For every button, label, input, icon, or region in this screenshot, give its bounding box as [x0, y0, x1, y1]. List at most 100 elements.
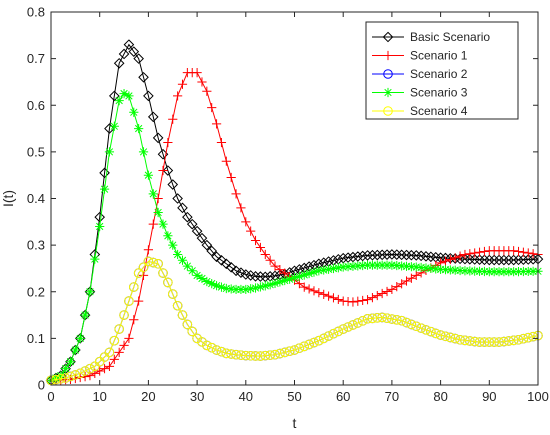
- series-marker: [123, 39, 135, 50]
- series-marker: [440, 265, 451, 275]
- series-marker: [70, 370, 81, 380]
- series-marker: [216, 137, 227, 148]
- series-marker: [314, 266, 324, 276]
- series-marker: [172, 193, 183, 204]
- series-marker: [187, 326, 198, 337]
- series-marker: [299, 341, 310, 352]
- x-axis-label: t: [293, 415, 297, 431]
- series-marker: [250, 283, 261, 293]
- series-marker: [289, 345, 300, 355]
- series-marker: [528, 266, 538, 276]
- series-marker: [397, 261, 407, 271]
- series-marker: [275, 265, 285, 275]
- series-marker: [241, 350, 251, 361]
- series-marker: [211, 251, 222, 263]
- series-marker: [455, 334, 465, 345]
- series-marker: [319, 289, 329, 299]
- series-marker: [460, 335, 470, 346]
- series-marker: [104, 361, 115, 371]
- y-tick-label: 0.5: [27, 144, 45, 159]
- y-axis-label: I(t): [0, 190, 16, 207]
- series-marker: [56, 371, 66, 381]
- legend-label: Scenario 2: [410, 67, 468, 81]
- series-marker: [445, 332, 456, 343]
- series-marker: [182, 261, 192, 271]
- series-marker: [104, 347, 115, 358]
- legend-marker: [383, 106, 393, 116]
- series-marker: [304, 339, 314, 350]
- legend-entry: Scenario 2: [372, 67, 468, 81]
- series-marker: [352, 251, 364, 262]
- series-marker: [128, 46, 140, 57]
- series-marker: [182, 319, 193, 330]
- series-marker: [294, 271, 304, 281]
- series-marker: [192, 333, 202, 344]
- series-marker: [250, 351, 261, 361]
- series-marker: [113, 57, 125, 69]
- series-marker: [488, 254, 500, 266]
- series-marker: [333, 294, 343, 305]
- series-marker: [498, 254, 510, 266]
- legend-entry: Scenario 1: [372, 49, 468, 63]
- series-marker: [465, 249, 475, 259]
- series-marker: [367, 260, 378, 270]
- series-marker: [245, 350, 256, 361]
- series-marker: [420, 251, 432, 262]
- series-marker: [246, 284, 256, 294]
- series-marker: [80, 366, 90, 376]
- series-marker: [221, 258, 232, 270]
- series-marker: [323, 331, 334, 341]
- series-marker: [450, 253, 460, 263]
- series-marker: [474, 266, 485, 276]
- series-marker: [479, 254, 490, 266]
- series-marker: [425, 251, 437, 263]
- x-tick-label: 20: [141, 389, 155, 404]
- series-marker: [241, 284, 251, 295]
- series-marker: [192, 270, 202, 281]
- series-marker: [436, 264, 446, 274]
- series-marker: [372, 313, 383, 323]
- legend-label: Scenario 3: [410, 86, 468, 100]
- series-marker: [216, 254, 227, 266]
- series-marker: [99, 184, 110, 194]
- series-marker: [182, 211, 193, 223]
- series-marker: [173, 91, 183, 101]
- series-marker: [99, 364, 110, 374]
- series-marker: [470, 248, 480, 258]
- y-tick-label: 0.2: [27, 284, 45, 299]
- series-marker: [362, 295, 373, 305]
- series-marker: [114, 95, 124, 106]
- series-marker: [299, 282, 309, 292]
- series-marker: [371, 249, 383, 261]
- series-marker: [197, 273, 207, 284]
- series-marker: [386, 249, 398, 260]
- series-marker: [362, 313, 373, 324]
- series-marker: [236, 203, 246, 213]
- series-marker: [450, 265, 460, 275]
- series-marker: [431, 264, 441, 274]
- x-tick-label: 0: [47, 389, 54, 404]
- series-marker: [377, 288, 387, 299]
- series-marker: [124, 333, 134, 343]
- series-marker: [314, 288, 324, 298]
- legend-marker: [382, 31, 394, 43]
- series-marker: [333, 326, 344, 337]
- series-marker: [489, 337, 499, 347]
- series-marker: [265, 280, 275, 290]
- series-marker: [513, 267, 524, 277]
- series-marker: [260, 350, 271, 361]
- series-marker: [119, 310, 129, 320]
- series-marker: [470, 266, 480, 276]
- series-marker: [518, 333, 529, 344]
- x-tick-label: 90: [482, 389, 496, 404]
- series-marker: [387, 260, 397, 270]
- series-marker: [167, 289, 178, 299]
- series-marker: [406, 249, 417, 261]
- series-marker: [65, 357, 76, 367]
- series-marker: [309, 286, 319, 296]
- y-tick-label: 0.8: [27, 5, 45, 20]
- series-marker: [289, 273, 300, 283]
- series-marker: [377, 260, 387, 270]
- series-marker: [372, 260, 382, 270]
